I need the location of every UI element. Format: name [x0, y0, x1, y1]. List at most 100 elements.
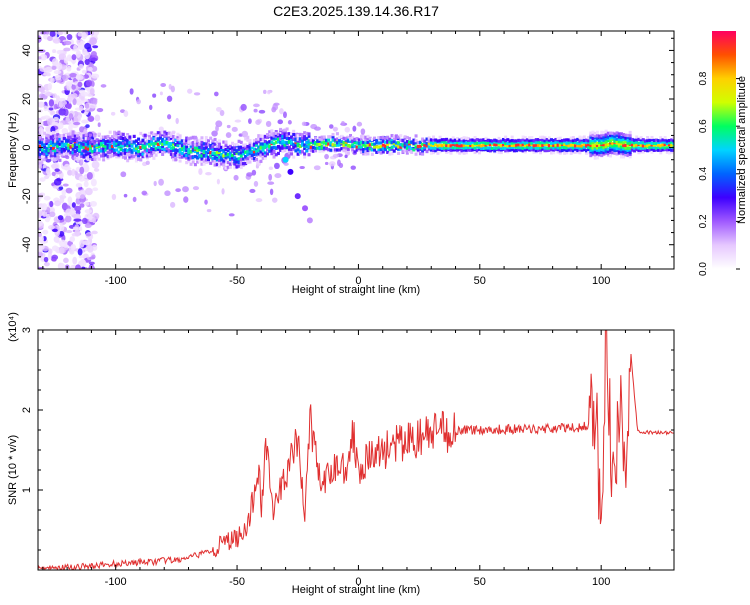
snr-x-tick-label: 50	[474, 576, 486, 588]
heatmap-cell	[397, 152, 400, 155]
heatmap-cell	[240, 166, 243, 169]
heatmap-cell	[120, 171, 126, 177]
heatmap-cell	[85, 124, 89, 128]
heatmap-cell	[98, 122, 101, 127]
heatmap-cell	[59, 240, 67, 247]
heatmap-cell	[71, 244, 77, 250]
heatmap-cell	[226, 132, 232, 138]
heatmap-cell	[651, 136, 654, 139]
heatmap-cell	[90, 104, 97, 109]
heatmap-cell	[45, 92, 53, 96]
heatmap-cell	[217, 179, 220, 185]
spectrogram-y-tick-label: -20	[21, 188, 33, 204]
heatmap-cell	[59, 54, 64, 58]
heatmap-cell	[58, 159, 61, 162]
heatmap-cell	[277, 152, 280, 155]
heatmap-cell	[89, 37, 97, 45]
heatmap-cell	[249, 139, 252, 142]
heatmap-cell	[38, 49, 46, 53]
colorbar-tick-label: 0.6	[698, 119, 709, 133]
heatmap-cell	[49, 99, 54, 107]
heatmap-cell	[249, 189, 255, 193]
heatmap-cell	[255, 120, 261, 125]
heatmap-cell	[90, 88, 95, 95]
heatmap-cell	[274, 173, 281, 178]
heatmap-cell	[52, 93, 57, 98]
heatmap-cell	[92, 217, 96, 223]
heatmap-cell	[91, 73, 99, 78]
heatmap-cell	[421, 152, 424, 155]
heatmap-cell	[92, 161, 100, 169]
heatmap-cell	[314, 137, 317, 140]
heatmap-cell	[43, 115, 50, 119]
heatmap-cell	[59, 224, 64, 231]
heatmap-cell	[63, 184, 69, 187]
heatmap-cell	[49, 201, 53, 207]
heatmap-cell	[62, 74, 69, 81]
heatmap-cell	[329, 149, 332, 152]
heatmap-cell	[52, 131, 55, 134]
heatmap-cell	[54, 200, 61, 206]
heatmap-cell	[123, 110, 128, 117]
heatmap-cell	[139, 132, 142, 135]
heatmap-cell	[267, 181, 274, 185]
heatmap-cell	[49, 107, 54, 110]
snr-y-multiplier: (x10⁴)	[7, 312, 19, 342]
heatmap-cell	[137, 138, 140, 141]
heatmap-cell	[75, 229, 80, 237]
heatmap-cell	[65, 104, 72, 109]
heatmap-cell	[73, 219, 81, 222]
heatmap-cell	[131, 145, 134, 148]
spectrogram-y-tick-label: 0	[21, 145, 33, 151]
heatmap-cell	[40, 31, 46, 34]
heatmap-cell	[172, 131, 175, 134]
heatmap-cell	[270, 189, 273, 195]
heatmap-cell	[133, 135, 136, 138]
heatmap-cell	[269, 166, 273, 170]
heatmap-cell	[283, 149, 286, 152]
colorbar-tick-label: 0.4	[698, 166, 709, 180]
heatmap-cell	[59, 101, 64, 108]
spectrogram-y-tick-label: -40	[21, 237, 33, 253]
heatmap-cell	[303, 155, 306, 158]
heatmap-cell	[159, 126, 164, 131]
heatmap-cell	[182, 186, 189, 192]
heatmap-cell	[646, 136, 649, 139]
heatmap-cell	[77, 82, 82, 88]
heatmap-cell	[215, 125, 219, 132]
heatmap-cell	[40, 67, 48, 72]
heatmap-cell	[58, 108, 66, 115]
heatmap-cell	[78, 64, 83, 69]
heatmap-cell	[109, 131, 112, 134]
heatmap-cell	[249, 160, 252, 163]
heatmap-cell	[42, 230, 48, 235]
heatmap-cell	[47, 119, 52, 126]
heatmap-cell	[207, 209, 212, 212]
heatmap-cell	[596, 131, 599, 134]
heatmap-cell	[254, 181, 258, 187]
heatmap-cell	[154, 181, 157, 186]
heatmap-cell	[333, 127, 338, 132]
heatmap-cell	[76, 74, 81, 80]
heatmap-cell	[366, 152, 369, 155]
heatmap-cell	[48, 83, 52, 90]
heatmap-cell	[259, 110, 266, 114]
spectrogram-x-label: Height of straight line (km)	[292, 284, 420, 296]
heatmap-cell	[67, 34, 73, 40]
heatmap-cell	[89, 256, 95, 259]
heatmap-cell	[415, 134, 418, 137]
heatmap-cell	[229, 213, 235, 216]
heatmap-cell	[72, 257, 77, 265]
heatmap-cell	[85, 188, 93, 195]
heatmap-cell	[133, 197, 137, 202]
heatmap-cell	[344, 155, 347, 158]
heatmap-cell	[342, 149, 345, 152]
heatmap-cell	[66, 230, 73, 233]
heatmap-cell	[229, 166, 232, 169]
heatmap-cell	[267, 90, 270, 94]
heatmap-cell	[329, 161, 336, 166]
heatmap-cell	[59, 263, 65, 271]
heatmap-cell	[302, 205, 308, 211]
heatmap-cell	[303, 152, 306, 155]
